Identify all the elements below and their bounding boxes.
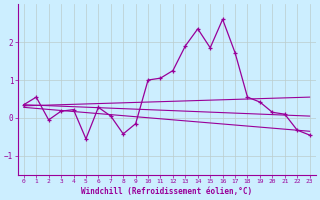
X-axis label: Windchill (Refroidissement éolien,°C): Windchill (Refroidissement éolien,°C) bbox=[81, 187, 252, 196]
